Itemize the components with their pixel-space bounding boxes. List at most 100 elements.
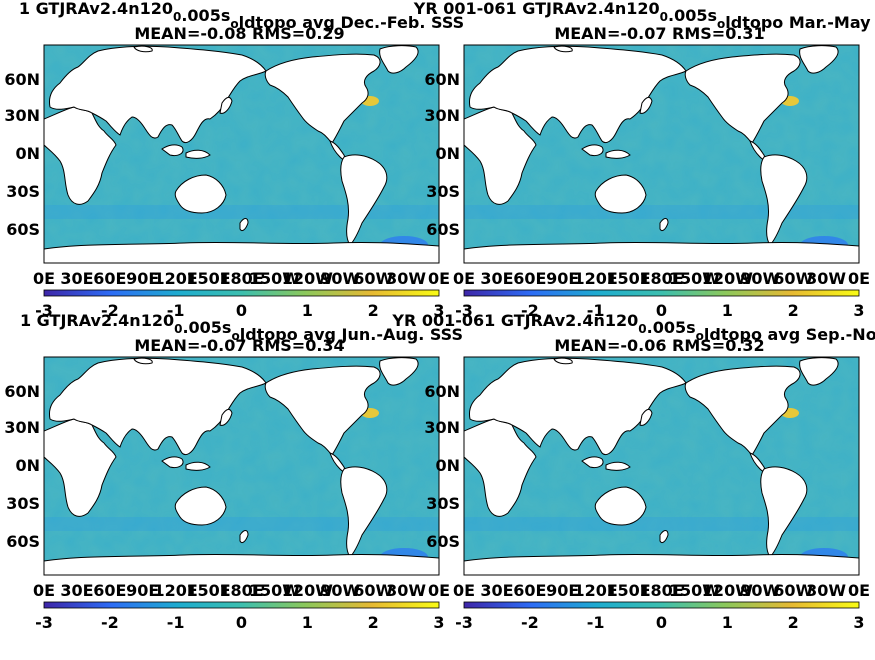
southern-ocean-band [44, 517, 439, 531]
colorbar-tick-label: -1 [587, 613, 605, 632]
y-tick-label: 0N [15, 144, 40, 163]
x-tick-label: 180E [639, 269, 683, 288]
x-tick-label: 30E [60, 581, 93, 600]
map-panel-1: 1 GTJRAv2.4n1200.005soldtopo avg Dec.-Fe… [4, 0, 464, 320]
x-tick-label: 120E [154, 581, 198, 600]
panel-title: 1 GTJRAv2.4n1200.005soldtopo avg Jun.-Au… [20, 311, 463, 344]
sss-bias-map [44, 357, 439, 575]
map-frame [463, 44, 860, 264]
y-tick-label: 60S [6, 532, 40, 551]
colorbar [463, 601, 860, 609]
colorbar-tick-label: 1 [302, 301, 313, 320]
colorbar-tick-label: 1 [722, 301, 733, 320]
colorbar-tick-label: -2 [521, 613, 539, 632]
map-frame [463, 356, 860, 576]
x-tick-label: 150W [669, 581, 720, 600]
x-tick-label: 30E [480, 269, 513, 288]
x-tick-label: 30W [806, 269, 846, 288]
x-tick-label: 0E [453, 269, 475, 288]
southern-ocean-band [464, 517, 859, 531]
map-panel-2: YR 001-061 GTJRAv2.4n1200.005soldtopo Ma… [413, 0, 875, 320]
y-tick-label: 60N [424, 70, 460, 89]
x-tick-label: 120W [702, 581, 753, 600]
y-tick-label: 30N [4, 418, 40, 437]
x-tick-label: 120W [702, 269, 753, 288]
x-tick-label: 90W [740, 269, 780, 288]
colorbar [43, 601, 440, 609]
x-tick-label: 0E [33, 269, 55, 288]
map-frame [43, 44, 440, 264]
colorbar-tick-label: -3 [455, 613, 473, 632]
x-tick-label: 0E [453, 581, 475, 600]
x-tick-label: 90E [126, 581, 159, 600]
colorbar [463, 289, 860, 297]
x-tick-label: 180E [219, 581, 263, 600]
x-tick-label: 150E [186, 581, 230, 600]
y-tick-label: 60S [426, 532, 460, 551]
x-tick-label: 0E [848, 581, 870, 600]
colorbar [43, 289, 440, 297]
map-panel-4: YR 001-061 GTJRAv2.4n1200.005soldtopo av… [391, 311, 875, 632]
x-tick-label: 60W [773, 269, 813, 288]
y-tick-label: 0N [435, 144, 460, 163]
colorbar-tick-label: 2 [368, 613, 379, 632]
colorbar-tick-label: -1 [167, 301, 185, 320]
map-frame [43, 356, 440, 576]
x-tick-label: 120E [154, 269, 198, 288]
x-tick-label: 60E [513, 581, 546, 600]
sss-bias-map [464, 45, 859, 263]
x-tick-label: 120E [574, 269, 618, 288]
colorbar-tick-label: 0 [656, 613, 667, 632]
colorbar-tick-label: -3 [35, 613, 53, 632]
colorbar-tick-label: 3 [853, 301, 864, 320]
panel-title: 1 GTJRAv2.4n1200.005soldtopo avg Dec.-Fe… [19, 0, 464, 32]
southern-ocean-band [464, 205, 859, 219]
x-tick-label: 30E [60, 269, 93, 288]
y-tick-label: 30N [424, 106, 460, 125]
x-tick-label: 120W [282, 581, 333, 600]
x-tick-label: 150W [249, 269, 300, 288]
x-tick-label: 180E [219, 269, 263, 288]
x-tick-label: 60E [93, 581, 126, 600]
colorbar-tick-label: 3 [433, 613, 444, 632]
colorbar-tick-label: 2 [368, 301, 379, 320]
y-tick-label: 60S [426, 220, 460, 239]
x-tick-label: 90W [320, 581, 360, 600]
x-tick-label: 150E [186, 269, 230, 288]
colorbar-tick-label: -2 [101, 613, 119, 632]
map-panel-3: 1 GTJRAv2.4n1200.005soldtopo avg Jun.-Au… [4, 311, 463, 632]
x-tick-label: 60W [773, 581, 813, 600]
colorbar-tick-label: 0 [656, 301, 667, 320]
colorbar-tick-label: 2 [788, 301, 799, 320]
y-tick-label: 30S [426, 494, 460, 513]
panel-stats: MEAN=-0.06 RMS=0.32 [554, 336, 764, 355]
y-tick-label: 30N [4, 106, 40, 125]
y-tick-label: 60N [4, 382, 40, 401]
colorbar-tick-label: 2 [788, 613, 799, 632]
x-tick-label: 0E [428, 269, 450, 288]
x-tick-label: 0E [428, 581, 450, 600]
sss-bias-map [44, 45, 439, 263]
x-tick-label: 120E [574, 581, 618, 600]
colorbar-tick-label: 1 [302, 613, 313, 632]
colorbar-tick-label: 1 [722, 613, 733, 632]
southern-ocean-band [44, 205, 439, 219]
x-tick-label: 30W [806, 581, 846, 600]
x-tick-label: 90E [126, 269, 159, 288]
x-tick-label: 150W [249, 581, 300, 600]
x-tick-label: 60W [353, 581, 393, 600]
x-tick-label: 90W [740, 581, 780, 600]
x-tick-label: 30E [480, 581, 513, 600]
x-tick-label: 60E [513, 269, 546, 288]
panel-stats: MEAN=-0.07 RMS=0.31 [554, 24, 764, 43]
x-tick-label: 150E [606, 269, 650, 288]
x-tick-label: 150W [669, 269, 720, 288]
x-tick-label: 30W [386, 269, 426, 288]
x-tick-label: 0E [33, 581, 55, 600]
colorbar-tick-label: -1 [587, 301, 605, 320]
y-tick-label: 30N [424, 418, 460, 437]
y-tick-label: 0N [15, 456, 40, 475]
sss-bias-map [464, 357, 859, 575]
panel-stats: MEAN=-0.07 RMS=0.34 [134, 336, 344, 355]
